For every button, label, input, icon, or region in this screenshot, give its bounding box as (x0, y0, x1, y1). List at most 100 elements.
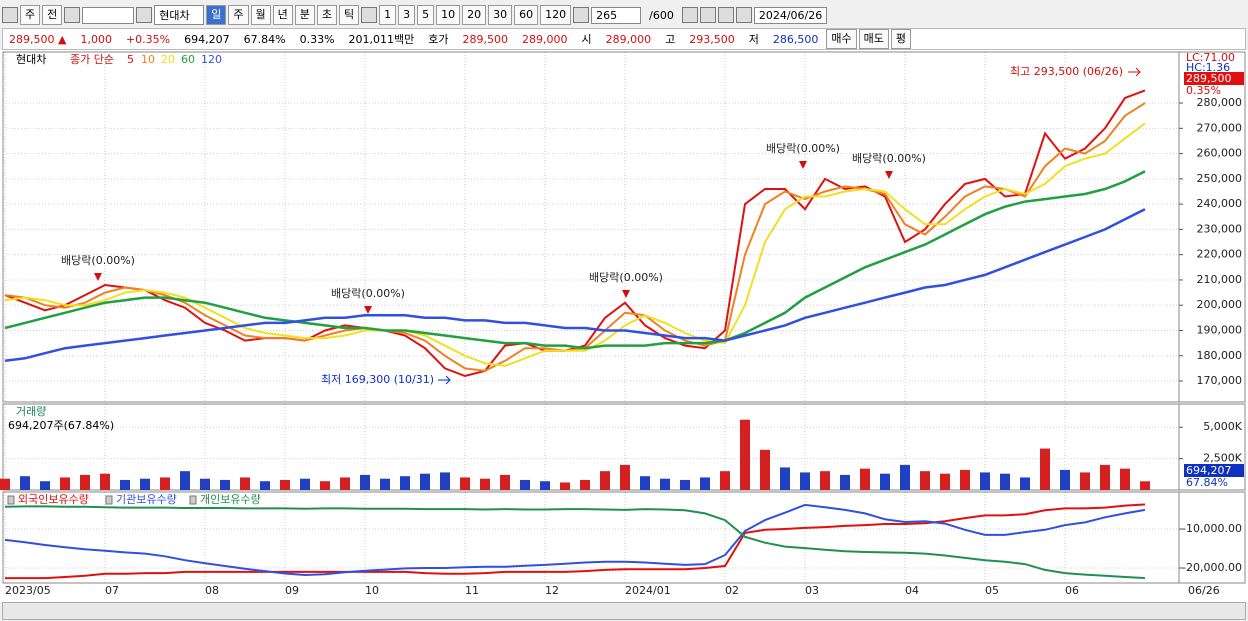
panel-title: 거래량 (16, 405, 46, 418)
y-tick-label: 200,000 (1197, 298, 1243, 311)
info-item: 시 (581, 33, 592, 46)
toolbar-item[interactable]: 현대차 (154, 5, 205, 25)
chart: 170,000 180,000 190,000 200,000 210,000 220,0… (0, 50, 1248, 602)
icon[interactable] (735, 7, 752, 23)
icon[interactable] (64, 7, 81, 23)
volume-bar (740, 419, 750, 490)
toolbar-item[interactable]: 005380 (82, 6, 135, 24)
volume-bar (800, 472, 810, 490)
volume-bar (440, 472, 450, 490)
volume-bar (320, 481, 330, 490)
volume-bar (660, 478, 670, 490)
line-series (4, 102, 1146, 372)
legend-entry: 5 (127, 53, 134, 66)
toolbar-item[interactable]: 1 (379, 5, 397, 25)
toolbar-item[interactable]: 2024/06/26 (753, 6, 828, 24)
volume-bar (340, 477, 350, 490)
line-series (4, 505, 1146, 580)
low-arrow (438, 375, 451, 385)
x-tick-label: 02 (725, 584, 739, 597)
volume-bar (540, 481, 550, 490)
toolbar-item[interactable]: 10 (436, 5, 461, 25)
toolbar-item[interactable]: 전 (42, 5, 63, 25)
icon[interactable] (699, 7, 716, 23)
volume-bar (920, 471, 930, 490)
panel-frame (2, 51, 1246, 403)
annotation-arrow (94, 273, 102, 281)
annotation: 배당락(0.00%) (589, 271, 663, 284)
toolbar-item[interactable]: 주 (228, 5, 249, 25)
volume-bar (420, 473, 430, 490)
volume-bar (1040, 448, 1050, 490)
toolbar-item[interactable]: 주 (20, 5, 41, 25)
icon[interactable] (136, 7, 153, 23)
volume-bar (1080, 472, 1090, 490)
volume-bar (260, 481, 270, 490)
x-tick-label: 03 (805, 584, 819, 597)
toolbar-item[interactable]: 분 (294, 5, 315, 25)
y-tick-label: -10,000.00 (1182, 522, 1242, 535)
x-tick-label: 10 (365, 584, 379, 597)
info-item: 67.84% (243, 32, 286, 46)
legend-entry: 10 (141, 53, 155, 66)
y-tick-label: 250,000 (1197, 172, 1243, 185)
toolbar-item[interactable]: 60 (514, 5, 539, 25)
annotation: 배당락(0.00%) (766, 142, 840, 155)
volume-bar (40, 481, 50, 490)
panel-subtitle: 694,207주(67.84%) (8, 419, 114, 432)
side-label: 0.35% (1186, 84, 1221, 97)
volume-bar (360, 474, 370, 490)
y-tick-label: 270,000 (1197, 121, 1243, 134)
volume-bar (960, 469, 970, 490)
legend-entry: 60 (181, 53, 195, 66)
info-item: 1,000 (80, 32, 112, 46)
toolbar: 주 전 005380 현대차 일 주 월 년 분 초 틱 1 3 5 10 20 30 60 120 265/600 2… (2, 4, 1246, 26)
y-tick-label: 180,000 (1197, 349, 1243, 362)
icon[interactable] (573, 7, 590, 23)
x-tick-label: 06 (1065, 584, 1079, 597)
volume-bar (240, 477, 250, 490)
volume-bar (900, 464, 910, 490)
toolbar-item[interactable]: 30 (488, 5, 513, 25)
line-series (4, 208, 1146, 363)
icon[interactable] (361, 7, 378, 23)
toolbar-item[interactable]: 틱 (339, 5, 360, 25)
scrollbar[interactable] (2, 602, 1246, 620)
y-tick-label: 2,500K (1203, 452, 1242, 465)
volume-bar (280, 479, 290, 490)
x-tick-label: 09 (285, 584, 299, 597)
toolbar-item[interactable]: 265 (591, 6, 642, 24)
volume-bar (0, 478, 10, 490)
toolbar-item[interactable]: 월 (250, 5, 271, 25)
volume-bar (500, 474, 510, 490)
volume-bar (1020, 477, 1030, 490)
info-button[interactable]: 평 (890, 29, 912, 49)
info-button[interactable]: 매도 (858, 29, 889, 49)
volume-bar (860, 468, 870, 490)
toolbar-item[interactable]: 20 (462, 5, 487, 25)
toolbar-item[interactable]: 3 (398, 5, 416, 25)
volume-bar (760, 449, 770, 490)
toolbar-item[interactable]: 초 (316, 5, 337, 25)
toolbar-item[interactable]: 일 (206, 5, 227, 25)
toolbar-item[interactable]: 120 (540, 5, 572, 25)
volume-bar (880, 473, 890, 490)
volume-bar (700, 477, 710, 490)
info-item: 286,500 (772, 32, 819, 46)
y-tick-label: 190,000 (1197, 323, 1243, 336)
toolbar-item[interactable]: 5 (417, 5, 435, 25)
volume-bar (100, 473, 110, 490)
info-button[interactable]: 매수 (826, 29, 857, 49)
annotation: 배당락(0.00%) (331, 287, 405, 300)
icon[interactable] (2, 7, 18, 23)
legend-entry: 20 (161, 53, 175, 66)
toolbar-item[interactable]: 년 (272, 5, 293, 25)
axis-area (1180, 50, 1248, 602)
info-item: 201,011백만 (348, 33, 415, 46)
panel-frame (2, 491, 1246, 584)
volume-bar (460, 477, 470, 490)
info-item: 289,500 ▲ (9, 32, 67, 46)
icon[interactable] (717, 7, 734, 23)
legend-entry: 120 (201, 53, 222, 66)
icon[interactable] (681, 7, 698, 23)
